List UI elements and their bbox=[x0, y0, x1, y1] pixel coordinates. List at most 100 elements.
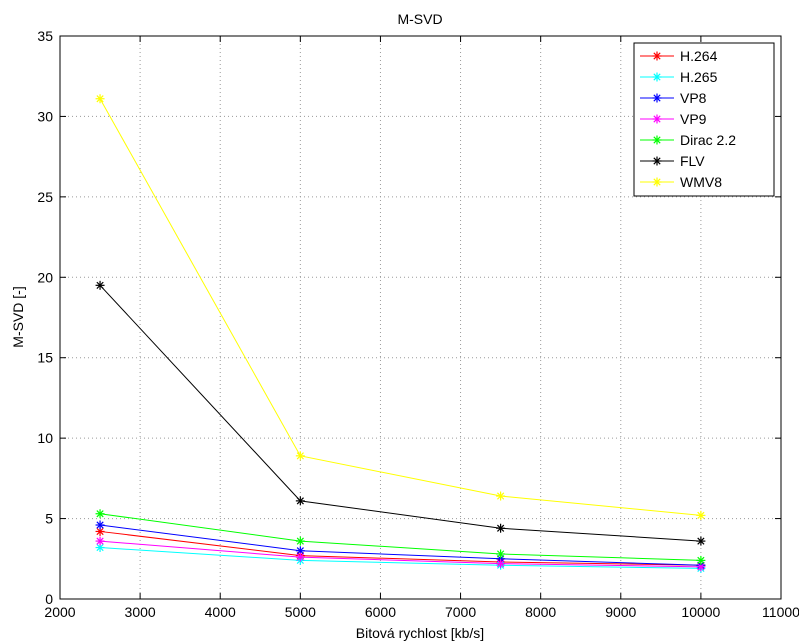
marker-stroke bbox=[296, 553, 304, 561]
data-point bbox=[95, 526, 105, 536]
legend-marker bbox=[652, 114, 662, 124]
legend-marker bbox=[652, 177, 662, 187]
data-point bbox=[95, 536, 105, 546]
series-layer bbox=[95, 94, 706, 573]
y-tick-label: 15 bbox=[37, 350, 53, 366]
x-tick-label: 8000 bbox=[525, 604, 556, 620]
legend-marker bbox=[652, 135, 662, 145]
y-tick-label: 10 bbox=[37, 430, 53, 446]
series-line bbox=[99, 530, 701, 566]
x-tick-label: 9000 bbox=[605, 604, 636, 620]
legend-item: FLV bbox=[640, 153, 705, 169]
data-point bbox=[496, 491, 506, 501]
legend: H.264 H.265 VP8 VP9 Dirac 2.2 FLV WMV8 bbox=[633, 42, 775, 197]
x-axis-title: Bitová rychlost [kb/s] bbox=[356, 625, 484, 641]
legend-label: FLV bbox=[680, 153, 705, 169]
marker-stroke bbox=[697, 556, 705, 565]
marker-stroke bbox=[96, 95, 104, 103]
marker-stroke bbox=[496, 524, 505, 532]
data-point bbox=[295, 496, 305, 506]
x-tick-label: 6000 bbox=[365, 604, 396, 620]
x-tick-label: 5000 bbox=[285, 604, 316, 620]
marker-stroke bbox=[96, 521, 104, 529]
data-point bbox=[496, 523, 506, 533]
data-point bbox=[295, 451, 305, 461]
series-flv bbox=[95, 280, 706, 546]
x-tick-label: 3000 bbox=[125, 604, 156, 620]
marker-stroke bbox=[653, 52, 661, 60]
data-point bbox=[95, 280, 105, 290]
x-tick-label: 11000 bbox=[762, 604, 799, 620]
x-tick-label: 7000 bbox=[445, 604, 476, 620]
data-point bbox=[696, 510, 706, 520]
marker-stroke bbox=[653, 73, 661, 81]
data-point bbox=[95, 509, 105, 519]
marker-stroke bbox=[96, 537, 104, 545]
legend-marker bbox=[652, 51, 662, 61]
data-point bbox=[295, 536, 305, 546]
series-wmv8 bbox=[95, 94, 706, 520]
marker-stroke bbox=[653, 178, 661, 186]
y-tick-label: 25 bbox=[37, 189, 53, 205]
y-tick-label: 20 bbox=[37, 269, 53, 285]
legend-marker bbox=[652, 93, 662, 103]
plot-border bbox=[59, 35, 782, 600]
marker-stroke bbox=[296, 452, 304, 460]
y-tick-label: 0 bbox=[45, 591, 53, 607]
legend-marker bbox=[652, 72, 662, 82]
marker-stroke bbox=[96, 281, 104, 289]
series-line bbox=[100, 540, 701, 568]
x-tick-label: 10000 bbox=[681, 604, 720, 620]
data-point bbox=[696, 555, 706, 565]
data-point bbox=[496, 549, 506, 559]
marker-stroke bbox=[653, 157, 661, 165]
marker-stroke bbox=[296, 497, 304, 505]
series-vp9 bbox=[95, 536, 706, 572]
legend-label: Dirac 2.2 bbox=[680, 132, 736, 148]
series-line bbox=[99, 513, 701, 561]
marker-stroke bbox=[96, 543, 104, 552]
series-line bbox=[99, 98, 701, 516]
legend-label: VP8 bbox=[680, 90, 707, 106]
data-point bbox=[295, 546, 305, 556]
x-tick-label: 2000 bbox=[44, 604, 75, 620]
legend-item: H.265 bbox=[640, 69, 718, 85]
data-point bbox=[496, 559, 506, 569]
ticks: 2000 3000 4000 5000 6000 7000 8000 9000 10000 110… bbox=[37, 28, 799, 620]
marker-stroke bbox=[496, 492, 505, 500]
data-point bbox=[95, 94, 105, 104]
series-h-265 bbox=[95, 543, 706, 573]
marker-stroke bbox=[653, 94, 661, 102]
x-tick-label: 4000 bbox=[205, 604, 236, 620]
legend-item: Dirac 2.2 bbox=[640, 132, 736, 148]
marker-stroke bbox=[296, 547, 304, 555]
legend-label: H.264 bbox=[680, 48, 718, 64]
y-axis-title: M-SVD [-] bbox=[10, 286, 26, 347]
series-line bbox=[100, 547, 701, 569]
data-point bbox=[95, 520, 105, 530]
marker-stroke bbox=[697, 563, 705, 571]
data-point bbox=[696, 536, 706, 546]
marker-stroke bbox=[697, 511, 705, 519]
marker-stroke bbox=[96, 510, 104, 518]
legend-item: VP8 bbox=[640, 90, 707, 106]
legend-label: H.265 bbox=[680, 69, 718, 85]
series-line bbox=[99, 284, 701, 542]
legend-label: WMV8 bbox=[680, 174, 722, 190]
legend-item: VP9 bbox=[640, 111, 707, 127]
legend-item: WMV8 bbox=[640, 174, 722, 190]
marker-stroke bbox=[653, 115, 661, 123]
marker-stroke bbox=[697, 537, 705, 545]
y-tick-label: 35 bbox=[37, 28, 53, 44]
marker-stroke bbox=[653, 136, 661, 144]
marker-stroke bbox=[96, 527, 104, 536]
series-line bbox=[99, 524, 701, 566]
legend-label: VP9 bbox=[680, 111, 707, 127]
y-tick-label: 30 bbox=[37, 108, 53, 124]
marker-stroke bbox=[496, 559, 505, 568]
marker-stroke bbox=[296, 537, 304, 545]
legend-marker bbox=[652, 156, 662, 166]
legend-item: H.264 bbox=[640, 48, 718, 64]
